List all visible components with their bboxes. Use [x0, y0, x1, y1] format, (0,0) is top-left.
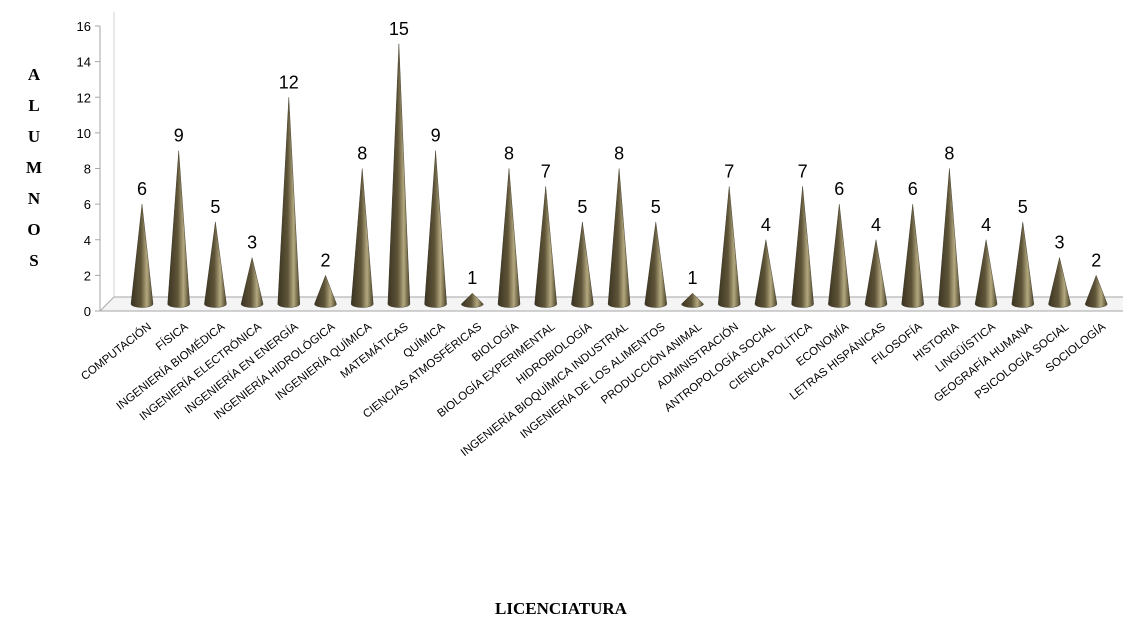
data-label: 2 — [1091, 250, 1101, 270]
axes — [95, 12, 1123, 312]
y-tick-label: 4 — [84, 233, 91, 248]
cone-mark — [240, 257, 264, 308]
y-tick-label: 8 — [84, 162, 91, 177]
y-axis-title-letter: M — [26, 158, 42, 177]
data-label: 7 — [798, 161, 808, 181]
cone-mark — [1048, 257, 1071, 308]
data-label: 12 — [279, 72, 299, 92]
cone-mark — [571, 221, 594, 308]
cones — [130, 43, 1108, 308]
category-label: INGENIERÍA BIOQUÍMICA INDUSTRIAL — [458, 320, 631, 459]
data-label: 6 — [834, 179, 844, 199]
cone-mark — [350, 168, 374, 308]
category-label: LINGÜÍSTICA — [933, 320, 998, 375]
y-tick-labels: 0 2 4 6 8 10 12 14 16 — [77, 19, 91, 319]
y-axis-title-letter: N — [28, 189, 41, 208]
y-tick-label: 14 — [77, 55, 91, 70]
data-labels: 6 9 5 3 12 2 8 15 9 1 8 7 5 8 5 1 7 4 7 6 4 6 8 4 5 3 2 — [137, 19, 1101, 288]
cone-mark — [461, 292, 484, 308]
data-label: 6 — [908, 179, 918, 199]
y-axis-title-letter: A — [28, 65, 41, 84]
data-label: 3 — [1054, 233, 1064, 253]
cone-mark — [497, 168, 521, 308]
data-label: 4 — [981, 215, 991, 235]
data-label: 5 — [210, 197, 220, 217]
data-label: 2 — [320, 250, 330, 270]
data-label: 5 — [651, 197, 661, 217]
data-label: 8 — [357, 144, 367, 164]
cone-mark — [938, 168, 961, 308]
data-label: 5 — [1018, 197, 1028, 217]
cone-mark — [974, 239, 998, 308]
cone-mark — [1084, 274, 1108, 308]
y-axis-title-letter: S — [29, 251, 38, 270]
x-axis-title: LICENCIATURA — [495, 599, 628, 618]
data-label: 8 — [944, 144, 954, 164]
cone-mark — [277, 97, 301, 308]
y-tick-label: 6 — [84, 197, 91, 212]
cone-mark — [644, 221, 668, 308]
y-tick-label: 2 — [84, 268, 91, 283]
cone-mark — [387, 43, 411, 308]
y-tick-label: 16 — [77, 19, 91, 34]
data-label: 3 — [247, 233, 257, 253]
cone-mark — [314, 274, 337, 308]
y-axis-title-letter: O — [27, 220, 40, 239]
data-label: 8 — [504, 144, 514, 164]
data-label: 8 — [614, 144, 624, 164]
y-axis-title-letter: L — [28, 96, 39, 115]
data-label: 6 — [137, 179, 147, 199]
data-label: 1 — [687, 268, 697, 288]
cone-mark — [791, 186, 814, 308]
cone-mark — [717, 186, 741, 308]
data-label: 4 — [871, 215, 881, 235]
cone-mark — [607, 168, 631, 308]
data-label: 9 — [431, 126, 441, 146]
data-label: 9 — [174, 126, 184, 146]
cone-mark — [204, 221, 227, 308]
category-label: COMPUTACIÓN — [79, 320, 154, 383]
data-label: 7 — [541, 161, 551, 181]
cone-mark — [167, 150, 190, 308]
cone-mark — [130, 204, 154, 308]
cone-mark — [901, 204, 924, 308]
y-tick-label: 10 — [77, 126, 91, 141]
category-label: MATEMÁTICAS — [338, 320, 411, 381]
cone-mark — [1011, 221, 1035, 308]
data-label: 7 — [724, 161, 734, 181]
data-label: 15 — [389, 19, 409, 39]
data-label: 4 — [761, 215, 771, 235]
y-tick-label: 0 — [84, 304, 91, 319]
data-label: 5 — [577, 197, 587, 217]
y-tick-label: 12 — [77, 90, 91, 105]
cone-mark — [754, 239, 778, 308]
cone-mark — [681, 292, 704, 308]
cone-mark — [828, 204, 851, 308]
cone-mark — [864, 239, 888, 308]
data-label: 1 — [467, 268, 477, 288]
cone-mark — [534, 186, 557, 308]
cone-mark — [424, 150, 447, 308]
y-axis-title-letter: U — [28, 127, 40, 146]
category-label: SOCIOLOGÍA — [1043, 320, 1108, 375]
